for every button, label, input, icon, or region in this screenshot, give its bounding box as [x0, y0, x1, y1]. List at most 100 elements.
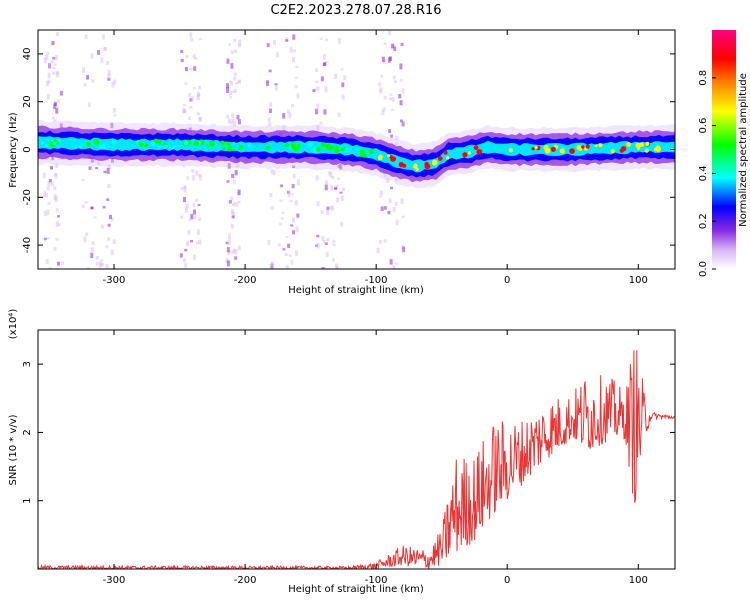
- ridge-peak: [247, 143, 252, 148]
- noise-speck: [295, 250, 299, 256]
- noise-speck: [105, 245, 109, 249]
- noise-speck: [323, 62, 327, 66]
- noise-speck: [379, 195, 383, 198]
- noise-speck: [196, 241, 200, 245]
- ridge-peak: [594, 144, 598, 148]
- noise-speck: [288, 254, 292, 257]
- ridge-peak: [559, 148, 566, 154]
- noise-speck: [226, 260, 230, 267]
- ridge-peak: [333, 149, 339, 155]
- noise-speck: [390, 137, 394, 141]
- noise-speck: [189, 32, 193, 38]
- noise-speck: [180, 186, 184, 190]
- noise-speck: [195, 170, 199, 176]
- snr-x-label: Height of straight line (km): [288, 584, 424, 595]
- spectrogram-x-ticks: -300 -200 -100 0 100: [103, 30, 648, 286]
- ridge-peak: [320, 142, 326, 148]
- x-tick-label: 0: [504, 275, 510, 286]
- noise-speck: [279, 199, 283, 202]
- noise-speck: [320, 76, 324, 82]
- noise-speck: [320, 210, 324, 214]
- noise-speck: [100, 262, 104, 267]
- noise-speck: [106, 198, 110, 201]
- ridge-peak: [437, 156, 443, 161]
- noise-speck: [87, 102, 91, 107]
- y-tick-label: 0: [22, 146, 33, 152]
- x-tick-label: -200: [234, 575, 257, 586]
- noise-speck: [83, 236, 87, 243]
- noise-speck: [184, 82, 188, 85]
- y-tick-label: 20: [22, 95, 33, 108]
- spectrogram-x-label: Height of straight line (km): [288, 285, 424, 296]
- noise-speck: [234, 49, 238, 53]
- noise-speck: [198, 173, 202, 178]
- ridge-peak: [290, 141, 296, 147]
- noise-speck: [184, 248, 188, 252]
- noise-speck: [43, 237, 47, 241]
- y-tick-label: -20: [22, 189, 33, 205]
- noise-speck: [48, 267, 52, 269]
- noise-speck: [230, 209, 234, 215]
- noise-speck: [52, 71, 56, 75]
- noise-speck: [268, 122, 272, 126]
- noise-speck: [190, 214, 194, 220]
- noise-speck: [110, 249, 114, 256]
- noise-speck: [341, 82, 345, 88]
- noise-speck: [270, 263, 274, 269]
- noise-speck: [88, 166, 92, 170]
- noise-speck: [328, 170, 332, 175]
- noise-speck: [274, 85, 278, 91]
- noise-speck: [226, 87, 230, 93]
- x-tick-label: -300: [103, 275, 126, 286]
- noise-speck: [325, 60, 329, 64]
- noise-speck: [379, 87, 383, 92]
- colorbar-ticks: 0.0 0.2 0.4 0.6 0.8: [698, 70, 716, 277]
- noise-speck: [108, 214, 112, 220]
- noise-speck: [91, 79, 95, 83]
- ridge-peak: [445, 156, 450, 160]
- noise-speck: [381, 109, 385, 116]
- noise-speck: [269, 102, 273, 107]
- noise-speck: [265, 81, 269, 87]
- noise-speck: [316, 201, 320, 207]
- noise-speck: [235, 202, 239, 207]
- noise-speck: [112, 239, 116, 245]
- noise-speck: [232, 203, 236, 207]
- colorbar-gradient: [712, 30, 736, 269]
- y-tick-label: 2: [22, 429, 33, 435]
- noise-speck: [54, 172, 58, 177]
- noise-speck: [237, 80, 241, 84]
- noise-speck: [110, 217, 114, 222]
- noise-speck: [234, 169, 238, 176]
- noise-speck: [192, 202, 196, 208]
- noise-speck: [98, 261, 102, 267]
- noise-speck: [180, 215, 184, 219]
- noise-speck: [388, 56, 392, 61]
- x-tick-label: -100: [365, 575, 388, 586]
- noise-speck: [81, 204, 85, 209]
- ridge-peak: [93, 138, 100, 144]
- noise-speck: [383, 95, 387, 100]
- noise-speck: [182, 258, 186, 262]
- noise-speck: [292, 173, 296, 179]
- ridge-peak: [467, 150, 472, 155]
- noise-speck: [184, 207, 188, 213]
- noise-speck: [232, 248, 236, 252]
- noise-speck: [313, 163, 317, 167]
- noise-speck: [285, 235, 289, 238]
- noise-speck: [107, 73, 111, 79]
- noise-speck: [336, 177, 340, 180]
- noise-speck: [57, 261, 61, 266]
- noise-speck: [380, 74, 384, 78]
- noise-speck: [84, 201, 88, 204]
- noise-speck: [294, 200, 298, 206]
- noise-speck: [399, 79, 403, 82]
- noise-speck: [230, 50, 234, 55]
- noise-speck: [227, 239, 231, 245]
- noise-speck: [51, 116, 55, 120]
- ridge-peak: [157, 145, 162, 150]
- noise-speck: [270, 169, 274, 174]
- noise-speck: [231, 90, 235, 93]
- ridge-peak: [508, 148, 513, 153]
